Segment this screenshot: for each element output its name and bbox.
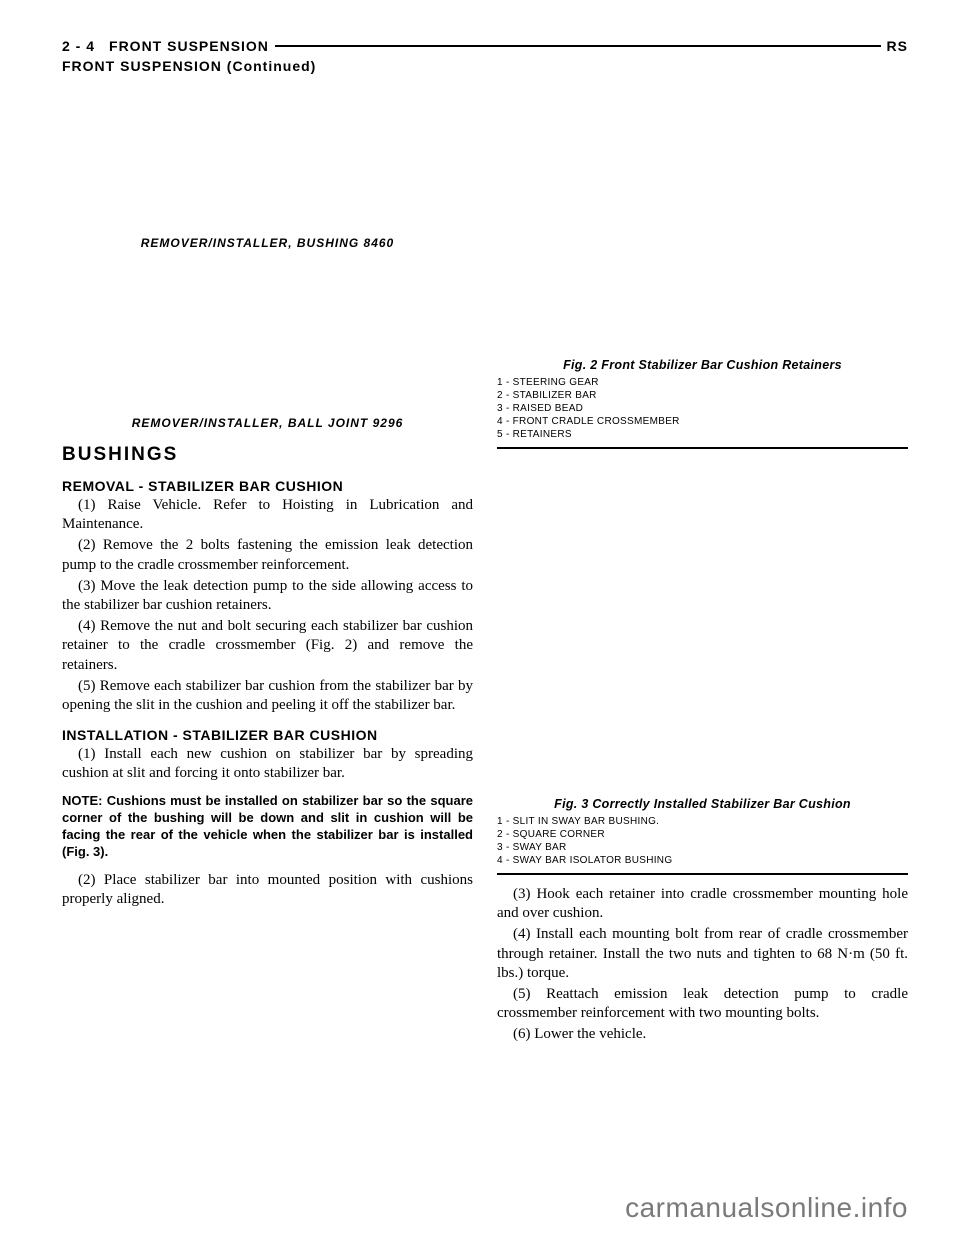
page-number: 2 - 4 [62,38,95,54]
watermark-footer: carmanualsonline.info [625,1192,908,1224]
figure-divider [497,447,908,449]
figure-3-legend: 1 - SLIT IN SWAY BAR BUSHING. 2 - SQUARE… [497,815,908,867]
install-step: (6) Lower the vehicle. [497,1025,908,1044]
note-text: NOTE: Cushions must be installed on stab… [62,793,473,861]
figure-3-image [497,463,908,793]
figure-2-caption: Fig. 2 Front Stabilizer Bar Cushion Reta… [497,358,908,372]
two-column-layout: REMOVER/INSTALLER, BUSHING 8460 REMOVER/… [62,84,908,1047]
removal-heading: REMOVAL - STABILIZER BAR CUSHION [62,478,473,494]
header-right-code: RS [887,38,908,54]
legend-item: 4 - SWAY BAR ISOLATOR BUSHING [497,854,908,867]
continued-line: FRONT SUSPENSION (Continued) [62,58,908,74]
section-name: FRONT SUSPENSION [109,38,269,54]
legend-item: 2 - SQUARE CORNER [497,828,908,841]
legend-item: 3 - RAISED BEAD [497,402,908,415]
legend-item: 2 - STABILIZER BAR [497,389,908,402]
left-column: REMOVER/INSTALLER, BUSHING 8460 REMOVER/… [62,84,473,1047]
tool-image-1 [62,84,473,234]
legend-item: 1 - SLIT IN SWAY BAR BUSHING. [497,815,908,828]
install-step: (2) Place stabilizer bar into mounted po… [62,871,473,909]
figure-divider [497,873,908,875]
install-heading: INSTALLATION - STABILIZER BAR CUSHION [62,727,473,743]
removal-step: (3) Move the leak detection pump to the … [62,577,473,615]
install-step: (5) Reattach emission leak detection pum… [497,985,908,1023]
right-column: Fig. 2 Front Stabilizer Bar Cushion Reta… [497,84,908,1047]
legend-item: 4 - FRONT CRADLE CROSSMEMBER [497,415,908,428]
legend-item: 3 - SWAY BAR [497,841,908,854]
figure-2-legend: 1 - STEERING GEAR 2 - STABILIZER BAR 3 -… [497,376,908,441]
right-body-text: (3) Hook each retainer into cradle cross… [497,885,908,1045]
bushings-heading: BUSHINGS [62,444,473,466]
removal-step: (1) Raise Vehicle. Refer to Hoisting in … [62,496,473,534]
page-header: 2 - 4 FRONT SUSPENSION RS [62,38,908,54]
removal-step: (4) Remove the nut and bolt securing eac… [62,617,473,675]
figure-2-image [497,84,908,354]
removal-step: (5) Remove each stabilizer bar cushion f… [62,677,473,715]
header-rule [275,45,881,47]
legend-item: 1 - STEERING GEAR [497,376,908,389]
tool-image-2 [62,264,473,414]
legend-item: 5 - RETAINERS [497,428,908,441]
removal-step: (2) Remove the 2 bolts fastening the emi… [62,536,473,574]
install-step: (4) Install each mounting bolt from rear… [497,925,908,983]
tool-caption-2: REMOVER/INSTALLER, BALL JOINT 9296 [62,416,473,430]
install-step: (3) Hook each retainer into cradle cross… [497,885,908,923]
figure-3-caption: Fig. 3 Correctly Installed Stabilizer Ba… [497,797,908,811]
tool-caption-1: REMOVER/INSTALLER, BUSHING 8460 [62,236,473,250]
install-step: (1) Install each new cushion on stabiliz… [62,745,473,783]
